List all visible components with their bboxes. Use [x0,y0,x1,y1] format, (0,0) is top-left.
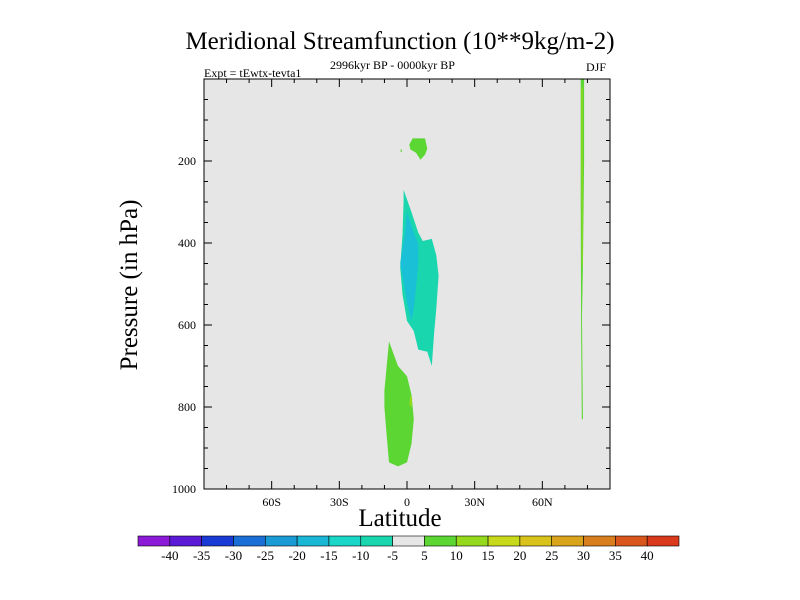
experiment-label: Expt = tEwtx-tevta1 [204,66,302,80]
colorbar-segment [392,535,425,547]
colorbar-label: 30 [577,548,590,563]
colorbar-label: -5 [387,548,398,563]
colorbar-segment [583,535,616,547]
colorbar-segment [519,535,553,547]
colorbar-label: -40 [161,548,178,563]
colorbar-label: -15 [320,548,337,563]
season-label: DJF [586,60,607,74]
colorbar-label: 40 [641,548,654,563]
colorbar-label: 10 [450,548,463,563]
chart-subtitle: 2996kyr BP - 0000kyr BP [330,58,455,72]
colorbar-label: 15 [482,548,495,563]
colorbar-label: -10 [352,548,369,563]
colorbar-label: -35 [193,548,210,563]
colorbar-segment [646,535,680,547]
y-tick-label: 600 [178,318,196,332]
colorbar-segment [264,535,298,547]
colorbar-segment [233,535,266,547]
y-tick-label: 1000 [172,482,196,496]
colorbar-segment [360,535,393,547]
contour-region-lower-yellow-spot [409,394,413,407]
x-tick-label: 60S [262,495,281,509]
x-tick-label: 30N [464,495,485,509]
contour-region-polar-yellow-strip [581,87,583,268]
contour-region-small-dot-cell [400,149,402,152]
y-tick-label: 400 [178,236,196,250]
colorbar-label: 5 [421,548,428,563]
colorbar-segment [296,535,330,547]
colorbar-segment [328,535,362,547]
x-tick-label: 30S [330,495,349,509]
contour-region-upper-green-cell [409,138,428,160]
colorbar-label: 20 [513,548,526,563]
colorbar-segment [487,535,521,547]
colorbar-segment [424,535,457,547]
contour-region-lower-green-cell [384,341,414,467]
contour-region-mid-blue-cell [400,212,419,321]
y-tick-label: 800 [178,400,196,414]
chart-title: Meridional Streamfunction (10**9kg/m-2) [185,28,615,55]
colorbar-segment [169,535,202,547]
colorbar-segment [551,535,584,547]
x-tick-label: 0 [404,495,410,509]
x-tick-label: 60N [532,495,553,509]
y-tick-label: 200 [178,154,196,168]
colorbar-segment [201,535,234,547]
colorbar-segment [615,535,648,547]
colorbar-label: 25 [545,548,558,563]
x-axis-label: Latitude [358,505,442,532]
colorbar-segment [137,535,171,547]
colorbar-segment [455,535,489,547]
colorbar-label: 35 [609,548,622,563]
colorbar-label: -25 [257,548,274,563]
colorbar-label: -30 [225,548,242,563]
colorbar-label: -20 [288,548,305,563]
